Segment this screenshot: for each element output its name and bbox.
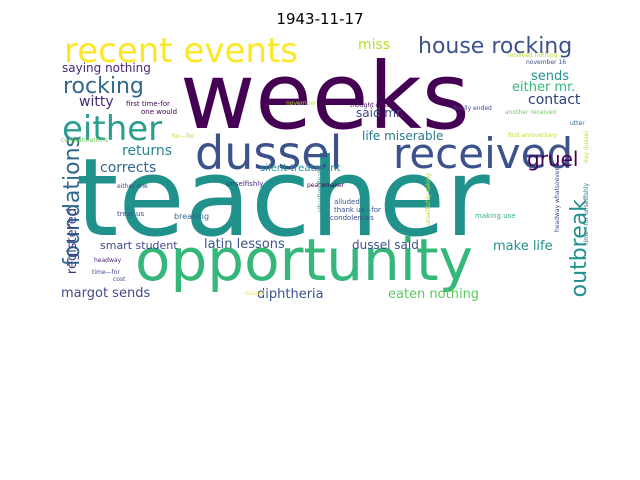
- word: recent events: [64, 33, 298, 71]
- word: returns: [122, 143, 173, 159]
- word: received: [393, 129, 574, 178]
- word: utter: [570, 120, 585, 127]
- word: smart student: [100, 239, 178, 252]
- word: sends: [531, 69, 570, 84]
- word: breaking: [174, 212, 210, 221]
- word: condolences: [330, 214, 374, 222]
- word: saying nothing: [62, 61, 151, 75]
- word: latin lessons: [204, 237, 285, 252]
- word: make life: [493, 239, 553, 254]
- word: teacher: [76, 136, 490, 261]
- word: either mr.: [512, 80, 576, 95]
- word: witty: [79, 94, 114, 110]
- word-cloud: teacher weeks opportunity dussel receive…: [60, 33, 593, 302]
- word: dussel: [245, 290, 265, 297]
- word: another received: [505, 109, 557, 116]
- word: time—for unselfishly: [583, 183, 590, 245]
- word: either one: [117, 183, 148, 190]
- word: dussel: [195, 126, 343, 180]
- word: unselfishly: [226, 180, 264, 188]
- word: congratulations: [61, 137, 108, 144]
- word: contact: [528, 92, 581, 108]
- word: gruel: [527, 147, 579, 171]
- word: situation finally: [317, 166, 324, 213]
- chart-title: 1943-11-17: [276, 10, 364, 28]
- word: weeks: [180, 43, 470, 150]
- word: for—for: [172, 133, 195, 140]
- word: miss: [358, 37, 391, 53]
- word: eaten nothing: [388, 287, 480, 302]
- word: november: [286, 100, 317, 107]
- word: headway whatsoever: [554, 168, 561, 232]
- word: dussel said: [352, 238, 419, 252]
- word: time—for: [92, 269, 120, 276]
- word: november 16: [526, 59, 567, 66]
- word: peacemaker: [307, 182, 345, 189]
- word: one would: [141, 108, 178, 116]
- word: said mr.: [356, 106, 404, 120]
- word: registered: [65, 208, 80, 275]
- word: headway: [94, 257, 122, 264]
- word: making use: [475, 212, 516, 220]
- word: rocking: [63, 74, 144, 99]
- word: first time-for: [126, 100, 170, 108]
- word: thank us—for: [334, 206, 381, 214]
- word: finally ended: [453, 105, 492, 112]
- word: silent treatment: [260, 163, 341, 174]
- word: first anniversary: [508, 132, 558, 139]
- word: either: [62, 109, 163, 149]
- word: diphtheria: [257, 287, 324, 302]
- word: margot sends: [61, 286, 151, 301]
- word: life miserable: [362, 129, 444, 143]
- word: house rocking: [418, 34, 573, 59]
- word: corrects: [100, 160, 157, 176]
- word: day dussel: [583, 131, 590, 164]
- word: thought dussel: [350, 102, 395, 109]
- word: received nothing: [507, 52, 558, 59]
- word: alluded: [334, 198, 360, 206]
- word: unselfishly taking: [425, 173, 432, 226]
- word: treat us: [117, 210, 145, 218]
- word: cost: [113, 276, 126, 283]
- word: opportunity: [135, 226, 473, 294]
